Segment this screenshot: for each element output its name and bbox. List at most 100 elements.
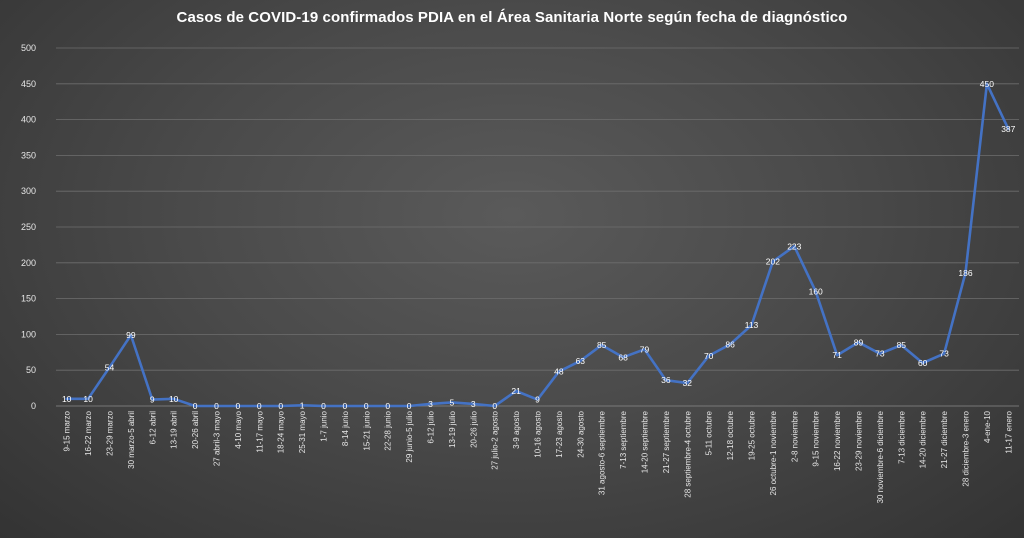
data-label: 86 xyxy=(725,339,735,349)
x-tick-label: 9-15 marzo xyxy=(63,410,72,451)
x-tick-label: 12-18 octubre xyxy=(726,410,735,460)
data-point xyxy=(86,397,90,401)
data-label: 21 xyxy=(511,386,521,396)
x-tick-label: 15-21 junio xyxy=(362,410,371,450)
data-label: 10 xyxy=(62,394,72,404)
data-point xyxy=(900,343,903,347)
data-point xyxy=(921,361,924,365)
data-label: 450 xyxy=(980,79,994,89)
data-label: 186 xyxy=(958,268,972,278)
data-point xyxy=(964,271,967,275)
x-tick-label: 1-7 junio xyxy=(320,410,329,441)
data-point xyxy=(450,401,454,404)
data-label: 1 xyxy=(300,400,305,410)
data-label: 79 xyxy=(640,344,650,354)
data-point xyxy=(193,404,197,408)
x-tick-label: 6-12 abril xyxy=(148,411,157,445)
data-point xyxy=(664,379,668,382)
y-tick-label: 150 xyxy=(21,294,36,304)
data-label: 387 xyxy=(1001,124,1015,134)
x-tick-label: 10-16 agosto xyxy=(534,410,543,457)
data-point xyxy=(707,354,710,358)
data-point xyxy=(814,290,817,293)
data-point xyxy=(343,404,347,408)
data-label: 73 xyxy=(939,349,949,359)
data-point xyxy=(643,348,646,351)
data-label: 113 xyxy=(745,320,759,330)
data-point xyxy=(536,398,539,401)
x-tick-label: 27 abril-3 mayo xyxy=(213,410,222,466)
x-tick-label: 7-13 septiembre xyxy=(619,410,628,468)
data-point xyxy=(1007,127,1010,131)
x-tick-label: 25-31 mayo xyxy=(298,410,307,453)
data-label: 0 xyxy=(343,401,348,411)
data-label: 0 xyxy=(321,401,326,411)
data-point xyxy=(407,404,411,408)
y-tick-label: 100 xyxy=(21,329,36,339)
x-tick-label: 27 julio-2 agosto xyxy=(491,410,500,469)
y-tick-label: 350 xyxy=(21,150,36,160)
data-point xyxy=(793,245,796,248)
x-tick-label: 11-17 enero xyxy=(1004,410,1013,453)
x-tick-label: 5-11 octubre xyxy=(705,410,714,455)
x-tick-label: 16-22 noviembre xyxy=(833,410,842,471)
data-point xyxy=(985,82,989,86)
data-point xyxy=(108,366,111,369)
x-tick-label: 28 diciembre-3 enero xyxy=(962,410,971,486)
x-tick-label: 24-30 agosto xyxy=(576,410,585,457)
data-label: 0 xyxy=(385,401,390,411)
y-tick-label: 0 xyxy=(31,401,36,411)
data-label: 0 xyxy=(278,401,283,411)
data-label: 0 xyxy=(407,401,412,411)
data-label: 202 xyxy=(766,256,780,266)
data-label: 89 xyxy=(854,337,864,347)
chart-title: Casos de COVID-19 confirmados PDIA en el… xyxy=(176,9,848,26)
data-label: 0 xyxy=(214,401,219,411)
x-tick-label: 26 octubre-1 noviembre xyxy=(769,410,778,495)
x-tick-label: 16-22 marzo xyxy=(84,410,93,455)
x-tick-label: 4-10 mayo xyxy=(234,410,243,448)
data-label: 36 xyxy=(661,375,671,385)
data-point xyxy=(493,404,496,408)
y-tick-label: 500 xyxy=(21,43,36,53)
x-tick-label: 19-25 octubre xyxy=(748,410,757,460)
data-label: 48 xyxy=(554,367,564,377)
data-point xyxy=(750,323,753,327)
x-tick-label: 23-29 noviembre xyxy=(855,410,864,471)
data-point xyxy=(215,404,218,408)
x-tick-label: 13-19 julio xyxy=(448,410,457,447)
data-label: 0 xyxy=(257,401,262,411)
x-tick-label: 30 marzo-5 abril xyxy=(127,411,136,469)
data-point xyxy=(258,404,261,408)
data-label: 3 xyxy=(428,399,433,409)
data-label: 5 xyxy=(450,397,455,407)
y-tick-label: 50 xyxy=(26,365,36,375)
data-point xyxy=(835,353,839,357)
data-label: 32 xyxy=(683,378,693,388)
data-point xyxy=(728,343,732,346)
data-point xyxy=(279,404,282,408)
data-label: 63 xyxy=(576,356,586,366)
x-tick-label: 23-29 marzo xyxy=(106,410,115,455)
data-label: 3 xyxy=(471,399,476,409)
data-point xyxy=(878,352,882,355)
x-tick-label: 14-20 septiembre xyxy=(641,410,650,473)
data-point xyxy=(365,404,368,408)
data-point xyxy=(857,341,860,344)
data-point xyxy=(386,404,389,408)
data-point xyxy=(172,397,175,401)
x-tick-label: 21-27 diciembre xyxy=(940,410,949,468)
x-tick-label: 21-27 septiembre xyxy=(662,410,671,473)
x-tick-label: 30 noviembre-6 diciembre xyxy=(876,410,885,503)
data-point xyxy=(600,343,603,347)
data-label: 85 xyxy=(897,340,907,350)
data-label: 9 xyxy=(535,395,540,405)
x-tick-label: 31 agosto-6 septiembre xyxy=(598,410,607,495)
x-tick-label: 4-ene-10 xyxy=(983,410,992,443)
data-label: 0 xyxy=(236,401,241,411)
y-tick-label: 450 xyxy=(21,79,36,89)
data-point xyxy=(300,404,304,407)
data-point xyxy=(771,260,775,263)
data-label: 99 xyxy=(126,330,136,340)
y-tick-label: 200 xyxy=(21,258,36,268)
